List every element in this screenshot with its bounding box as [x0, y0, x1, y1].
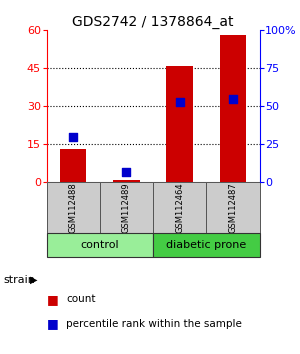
Text: GSM112487: GSM112487	[228, 182, 237, 233]
Bar	[113, 180, 140, 182]
Bar	[206, 182, 260, 233]
Text: percentile rank within the sample: percentile rank within the sample	[66, 319, 242, 329]
Text: control: control	[80, 240, 119, 250]
Text: GSM112489: GSM112489	[122, 182, 131, 233]
Text: diabetic prone: diabetic prone	[166, 240, 246, 250]
Text: count: count	[66, 294, 95, 304]
Bar	[153, 182, 206, 233]
Text: ■: ■	[46, 293, 58, 306]
Bar	[153, 233, 260, 257]
Bar	[166, 65, 193, 182]
Bar	[46, 233, 153, 257]
Bar	[220, 35, 246, 182]
Text: GSM112488: GSM112488	[69, 182, 78, 233]
Bar	[60, 149, 86, 182]
Point	[124, 169, 129, 175]
Title: GDS2742 / 1378864_at: GDS2742 / 1378864_at	[72, 15, 234, 29]
Text: strain: strain	[3, 275, 35, 285]
Point	[177, 99, 182, 104]
Bar	[100, 182, 153, 233]
Point	[71, 134, 76, 139]
Text: ▶: ▶	[30, 275, 38, 285]
Text: ■: ■	[46, 318, 58, 330]
Text: GSM112464: GSM112464	[175, 182, 184, 233]
Point	[230, 96, 235, 101]
Bar	[46, 182, 100, 233]
